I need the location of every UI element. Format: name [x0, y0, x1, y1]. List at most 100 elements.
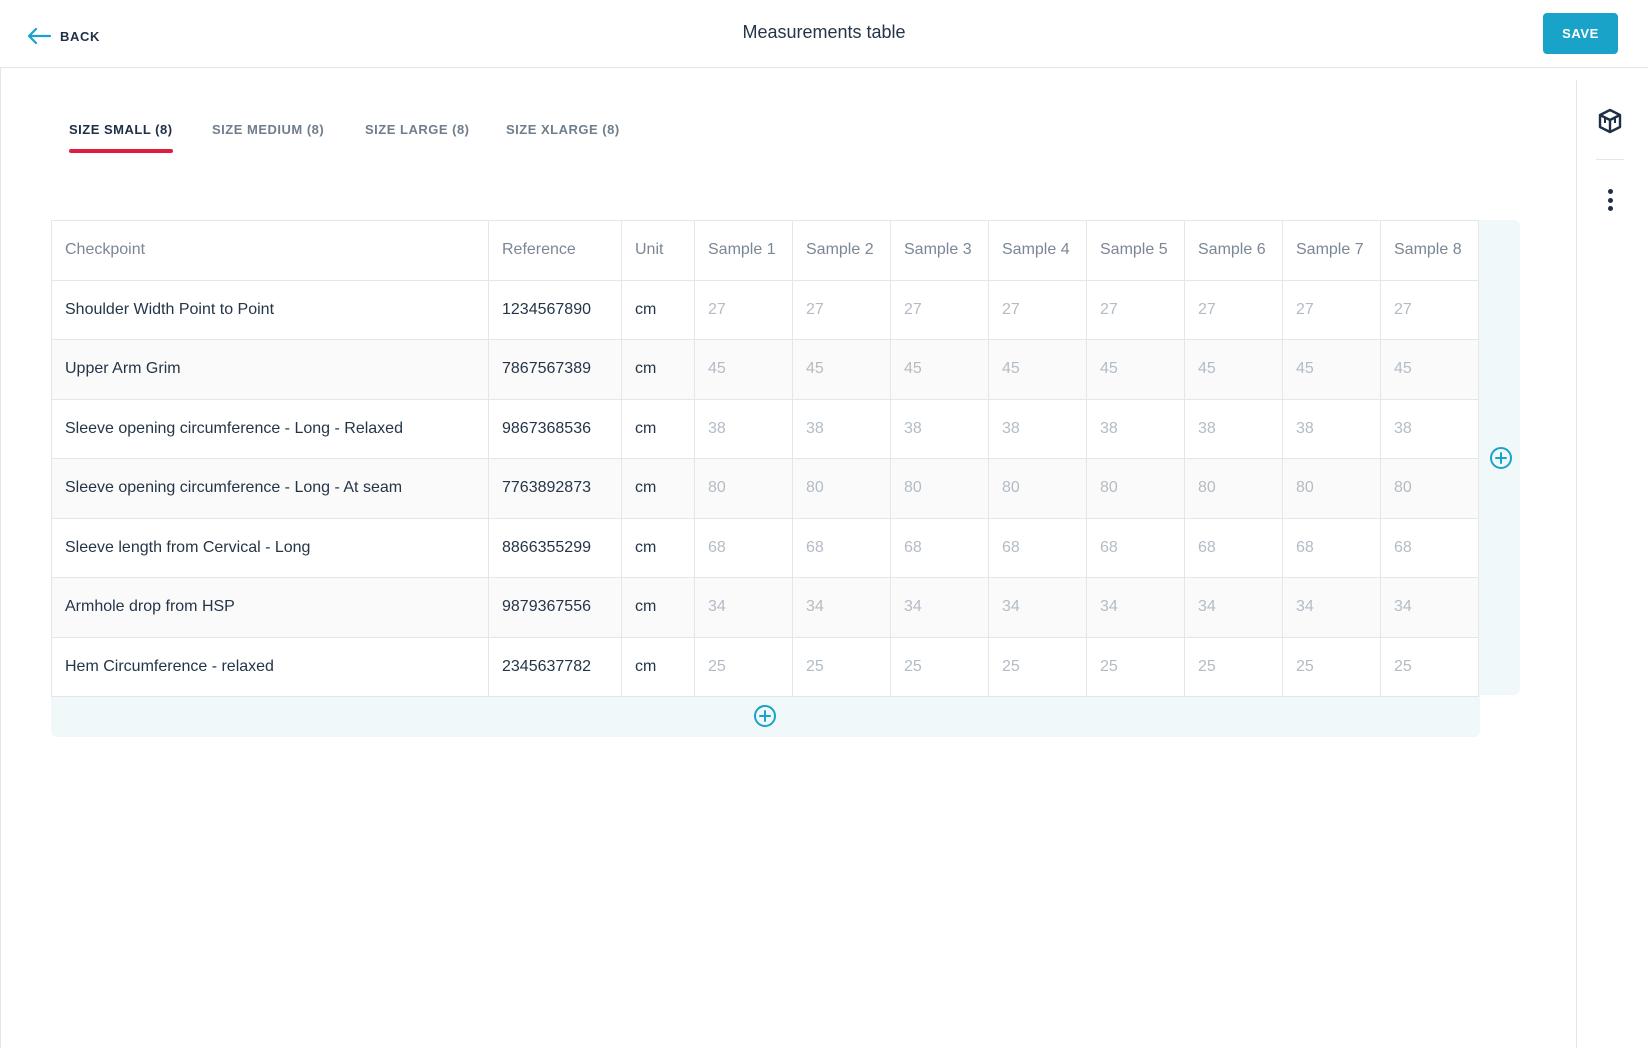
reference-cell[interactable]: 9879367556: [488, 577, 622, 638]
tab-size-medium[interactable]: SIZE MEDIUM (8): [212, 122, 325, 137]
sample-cell[interactable]: 27: [792, 279, 891, 340]
sample-cell[interactable]: 25: [988, 636, 1087, 697]
unit-cell[interactable]: cm: [621, 398, 695, 459]
sample-cell[interactable]: 27: [1184, 279, 1283, 340]
cube-icon[interactable]: [1597, 108, 1623, 134]
sample-cell[interactable]: 25: [1282, 636, 1381, 697]
unit-cell[interactable]: cm: [621, 339, 695, 400]
sample-cell[interactable]: 80: [1086, 458, 1185, 519]
sample-cell[interactable]: 45: [1380, 339, 1479, 400]
sample-cell[interactable]: 80: [694, 458, 793, 519]
sample-cell[interactable]: 80: [1184, 458, 1283, 519]
sample-cell[interactable]: 80: [890, 458, 989, 519]
sample-cell[interactable]: 68: [1184, 517, 1283, 578]
sample-cell[interactable]: 34: [988, 577, 1087, 638]
sample-cell[interactable]: 68: [890, 517, 989, 578]
reference-cell[interactable]: 9867368536: [488, 398, 622, 459]
sample-cell[interactable]: 45: [694, 339, 793, 400]
sample-cell[interactable]: 25: [694, 636, 793, 697]
sample-cell[interactable]: 27: [1086, 279, 1185, 340]
sample-cell[interactable]: 34: [1380, 577, 1479, 638]
sample-cell[interactable]: 38: [792, 398, 891, 459]
sample-cell[interactable]: 27: [988, 279, 1087, 340]
sample-cell[interactable]: 34: [1184, 577, 1283, 638]
sample-cell[interactable]: 25: [1380, 636, 1479, 697]
sample-cell[interactable]: 38: [1380, 398, 1479, 459]
reference-cell[interactable]: 1234567890: [488, 279, 622, 340]
sample-cell[interactable]: 34: [792, 577, 891, 638]
unit-cell[interactable]: cm: [621, 279, 695, 340]
table-row: Armhole drop from HSP 9879367556 cm 34 34 34 3…: [51, 577, 1479, 638]
sample-cell[interactable]: 68: [792, 517, 891, 578]
sample-cell[interactable]: 68: [1086, 517, 1185, 578]
sample-cell[interactable]: 68: [1282, 517, 1381, 578]
tab-size-small[interactable]: SIZE SMALL (8): [69, 122, 173, 153]
sample-cell[interactable]: 38: [1184, 398, 1283, 459]
table-row: Sleeve opening circumference - Long - At…: [51, 458, 1479, 519]
sample-cell[interactable]: 27: [694, 279, 793, 340]
table-row: Sleeve length from Cervical - Long 886635…: [51, 517, 1479, 578]
add-row-button[interactable]: [753, 704, 777, 728]
sample-cell[interactable]: 38: [1086, 398, 1185, 459]
unit-cell[interactable]: cm: [621, 636, 695, 697]
sample-cell[interactable]: 45: [1282, 339, 1381, 400]
sample-cell[interactable]: 45: [988, 339, 1087, 400]
unit-cell[interactable]: cm: [621, 577, 695, 638]
sample-cell[interactable]: 45: [1086, 339, 1185, 400]
arrow-left-icon: [27, 27, 52, 45]
sample-cell[interactable]: 34: [694, 577, 793, 638]
checkpoint-cell[interactable]: Sleeve length from Cervical - Long: [51, 517, 489, 578]
reference-cell[interactable]: 7763892873: [488, 458, 622, 519]
sample-cell[interactable]: 80: [988, 458, 1087, 519]
sample-cell[interactable]: 80: [1282, 458, 1381, 519]
save-button[interactable]: SAVE: [1543, 13, 1618, 54]
sample-cell[interactable]: 27: [1380, 279, 1479, 340]
add-column-button[interactable]: [1489, 446, 1513, 470]
sample-cell[interactable]: 25: [792, 636, 891, 697]
checkpoint-cell[interactable]: Sleeve opening circumference - Long - Re…: [51, 398, 489, 459]
sample-cell[interactable]: 80: [792, 458, 891, 519]
sample-cell[interactable]: 38: [1282, 398, 1381, 459]
sample-cell[interactable]: 45: [792, 339, 891, 400]
unit-cell[interactable]: cm: [621, 458, 695, 519]
sample-cell[interactable]: 34: [890, 577, 989, 638]
unit-cell[interactable]: cm: [621, 517, 695, 578]
column-header: Sample 1: [694, 220, 793, 281]
table-row: Shoulder Width Point to Point 1234567890 c…: [51, 279, 1479, 340]
sample-cell[interactable]: 25: [890, 636, 989, 697]
tab-size-large[interactable]: SIZE LARGE (8): [365, 122, 470, 137]
column-header: Checkpoint: [51, 220, 489, 281]
sample-cell[interactable]: 34: [1086, 577, 1185, 638]
column-header: Unit: [621, 220, 695, 281]
sample-cell[interactable]: 45: [890, 339, 989, 400]
tab-size-xlarge[interactable]: SIZE XLARGE (8): [506, 122, 620, 137]
sample-cell[interactable]: 25: [1184, 636, 1283, 697]
column-header: Sample 7: [1282, 220, 1381, 281]
sample-cell[interactable]: 25: [1086, 636, 1185, 697]
sample-cell[interactable]: 68: [1380, 517, 1479, 578]
reference-cell[interactable]: 8866355299: [488, 517, 622, 578]
reference-cell[interactable]: 7867567389: [488, 339, 622, 400]
sample-cell[interactable]: 34: [1282, 577, 1381, 638]
reference-cell[interactable]: 2345637782: [488, 636, 622, 697]
right-rail-divider: [1576, 80, 1577, 1048]
sample-cell[interactable]: 68: [694, 517, 793, 578]
checkpoint-cell[interactable]: Sleeve opening circumference - Long - At…: [51, 458, 489, 519]
back-button[interactable]: BACK: [26, 24, 100, 48]
column-header: Reference: [488, 220, 622, 281]
sample-cell[interactable]: 27: [890, 279, 989, 340]
sample-cell[interactable]: 38: [988, 398, 1087, 459]
sample-cell[interactable]: 38: [890, 398, 989, 459]
sample-cell[interactable]: 68: [988, 517, 1087, 578]
column-header: Sample 4: [988, 220, 1087, 281]
sample-cell[interactable]: 27: [1282, 279, 1381, 340]
checkpoint-cell[interactable]: Armhole drop from HSP: [51, 577, 489, 638]
checkpoint-cell[interactable]: Hem Circumference - relaxed: [51, 636, 489, 697]
checkpoint-cell[interactable]: Upper Arm Grim: [51, 339, 489, 400]
sample-cell[interactable]: 38: [694, 398, 793, 459]
kebab-menu-icon[interactable]: [1599, 186, 1621, 214]
checkpoint-cell[interactable]: Shoulder Width Point to Point: [51, 279, 489, 340]
table-row: Upper Arm Grim 7867567389 cm 45 45 45 45 45 45 45…: [51, 339, 1479, 400]
sample-cell[interactable]: 80: [1380, 458, 1479, 519]
sample-cell[interactable]: 45: [1184, 339, 1283, 400]
